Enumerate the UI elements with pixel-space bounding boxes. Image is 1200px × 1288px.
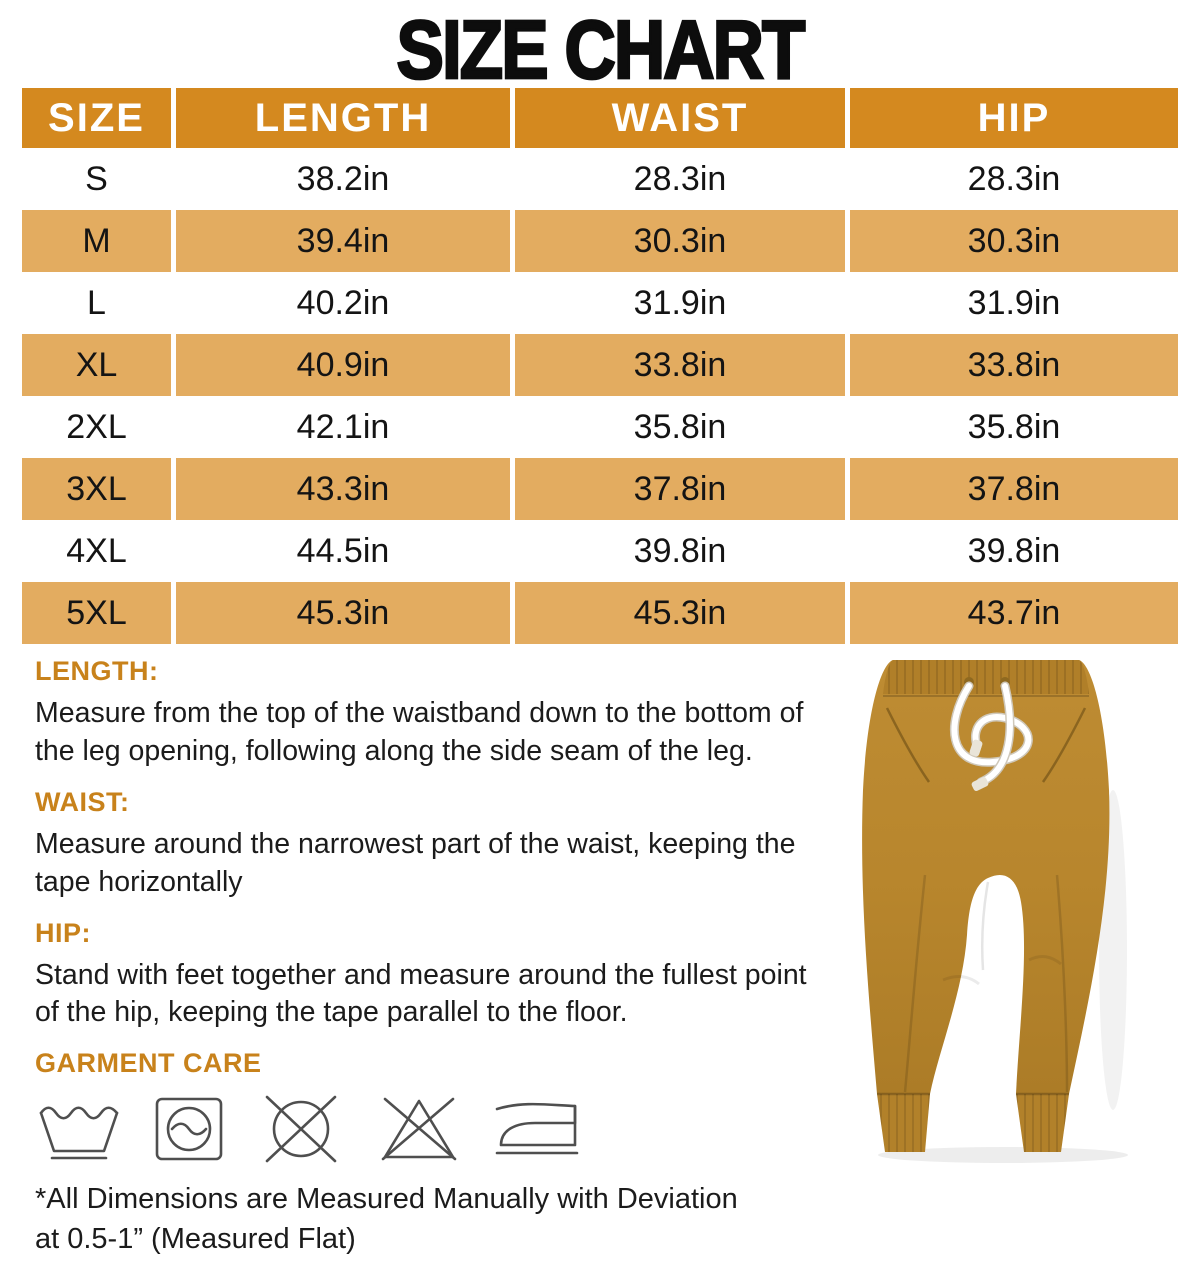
hip-description: Stand with feet together and measure aro… <box>35 958 807 1029</box>
cell-waist: 33.8in <box>515 334 845 396</box>
page-title-text: SIZE CHART <box>395 2 806 98</box>
table-header-row: SIZE LENGTH WAIST HIP <box>22 88 1178 148</box>
cell-hip: 37.8in <box>850 458 1178 520</box>
cell-length: 43.3in <box>176 458 510 520</box>
table-row: M 39.4in 30.3in 30.3in <box>22 210 1178 272</box>
cell-length: 40.2in <box>296 283 390 322</box>
cell-size: 2XL <box>66 407 127 446</box>
cell-waist: 30.3in <box>515 210 845 272</box>
cell-waist: 37.8in <box>515 458 845 520</box>
cell-size: 3XL <box>22 458 171 520</box>
cell-waist: 35.8in <box>633 407 727 446</box>
machine-wash-icon <box>149 1093 229 1165</box>
cell-hip: 33.8in <box>850 334 1178 396</box>
waist-heading: WAIST: <box>35 786 130 817</box>
wash-gentle-icon <box>35 1093 123 1165</box>
cell-size: L <box>87 283 106 322</box>
cell-hip: 28.3in <box>967 159 1061 198</box>
measurement-guide: LENGTH: Measure from the top of the wais… <box>35 650 845 1288</box>
column-header-waist: WAIST <box>515 88 845 148</box>
table-row: 5XL 45.3in 45.3in 43.7in <box>22 582 1178 644</box>
cell-waist: 28.3in <box>633 159 727 198</box>
product-image-joggers <box>853 650 1137 1165</box>
column-header-length: LENGTH <box>176 88 510 148</box>
cell-hip: 35.8in <box>967 407 1061 446</box>
cell-hip: 30.3in <box>850 210 1178 272</box>
do-not-bleach-icon <box>373 1093 465 1165</box>
cell-hip: 31.9in <box>967 283 1061 322</box>
table-row: 2XL 42.1in 35.8in 35.8in <box>22 396 1178 458</box>
cell-size: S <box>85 159 108 198</box>
cell-length: 44.5in <box>296 531 390 570</box>
cell-length: 40.9in <box>176 334 510 396</box>
cell-hip: 39.8in <box>967 531 1061 570</box>
hip-heading: HIP: <box>35 917 91 948</box>
do-not-dry-clean-icon <box>255 1093 347 1165</box>
length-description: Measure from the top of the waistband do… <box>35 697 804 767</box>
length-heading: LENGTH: <box>35 656 159 686</box>
measurement-disclaimer: *All Dimensions are Measured Manually wi… <box>35 1183 738 1256</box>
care-icons-row <box>35 1093 845 1165</box>
cell-size: M <box>22 210 171 272</box>
cell-size: 4XL <box>66 531 127 570</box>
cell-size: 5XL <box>22 582 171 644</box>
cell-length: 42.1in <box>296 407 390 446</box>
cell-length: 39.4in <box>176 210 510 272</box>
garment-care-heading: GARMENT CARE <box>35 1048 262 1079</box>
cell-waist: 39.8in <box>633 531 727 570</box>
size-chart-table: SIZE LENGTH WAIST HIP S 38.2in 28.3in 28… <box>22 88 1178 644</box>
page-title: SIZE CHART <box>0 2 1200 98</box>
cell-length: 38.2in <box>296 159 390 198</box>
table-row: L 40.2in 31.9in 31.9in <box>22 272 1178 334</box>
table-row: S 38.2in 28.3in 28.3in <box>22 148 1178 210</box>
cell-hip: 43.7in <box>850 582 1178 644</box>
table-row: XL 40.9in 33.8in 33.8in <box>22 334 1178 396</box>
column-header-size: SIZE <box>22 88 171 148</box>
cell-waist: 31.9in <box>633 283 727 322</box>
cell-length: 45.3in <box>176 582 510 644</box>
column-header-hip: HIP <box>850 88 1178 148</box>
table-row: 3XL 43.3in 37.8in 37.8in <box>22 458 1178 520</box>
table-row: 4XL 44.5in 39.8in 39.8in <box>22 520 1178 582</box>
cell-waist: 45.3in <box>515 582 845 644</box>
joggers-illustration <box>862 660 1128 1163</box>
cell-size: XL <box>22 334 171 396</box>
waist-description: Measure around the narrowest part of the… <box>35 827 796 898</box>
iron-icon <box>491 1093 581 1165</box>
